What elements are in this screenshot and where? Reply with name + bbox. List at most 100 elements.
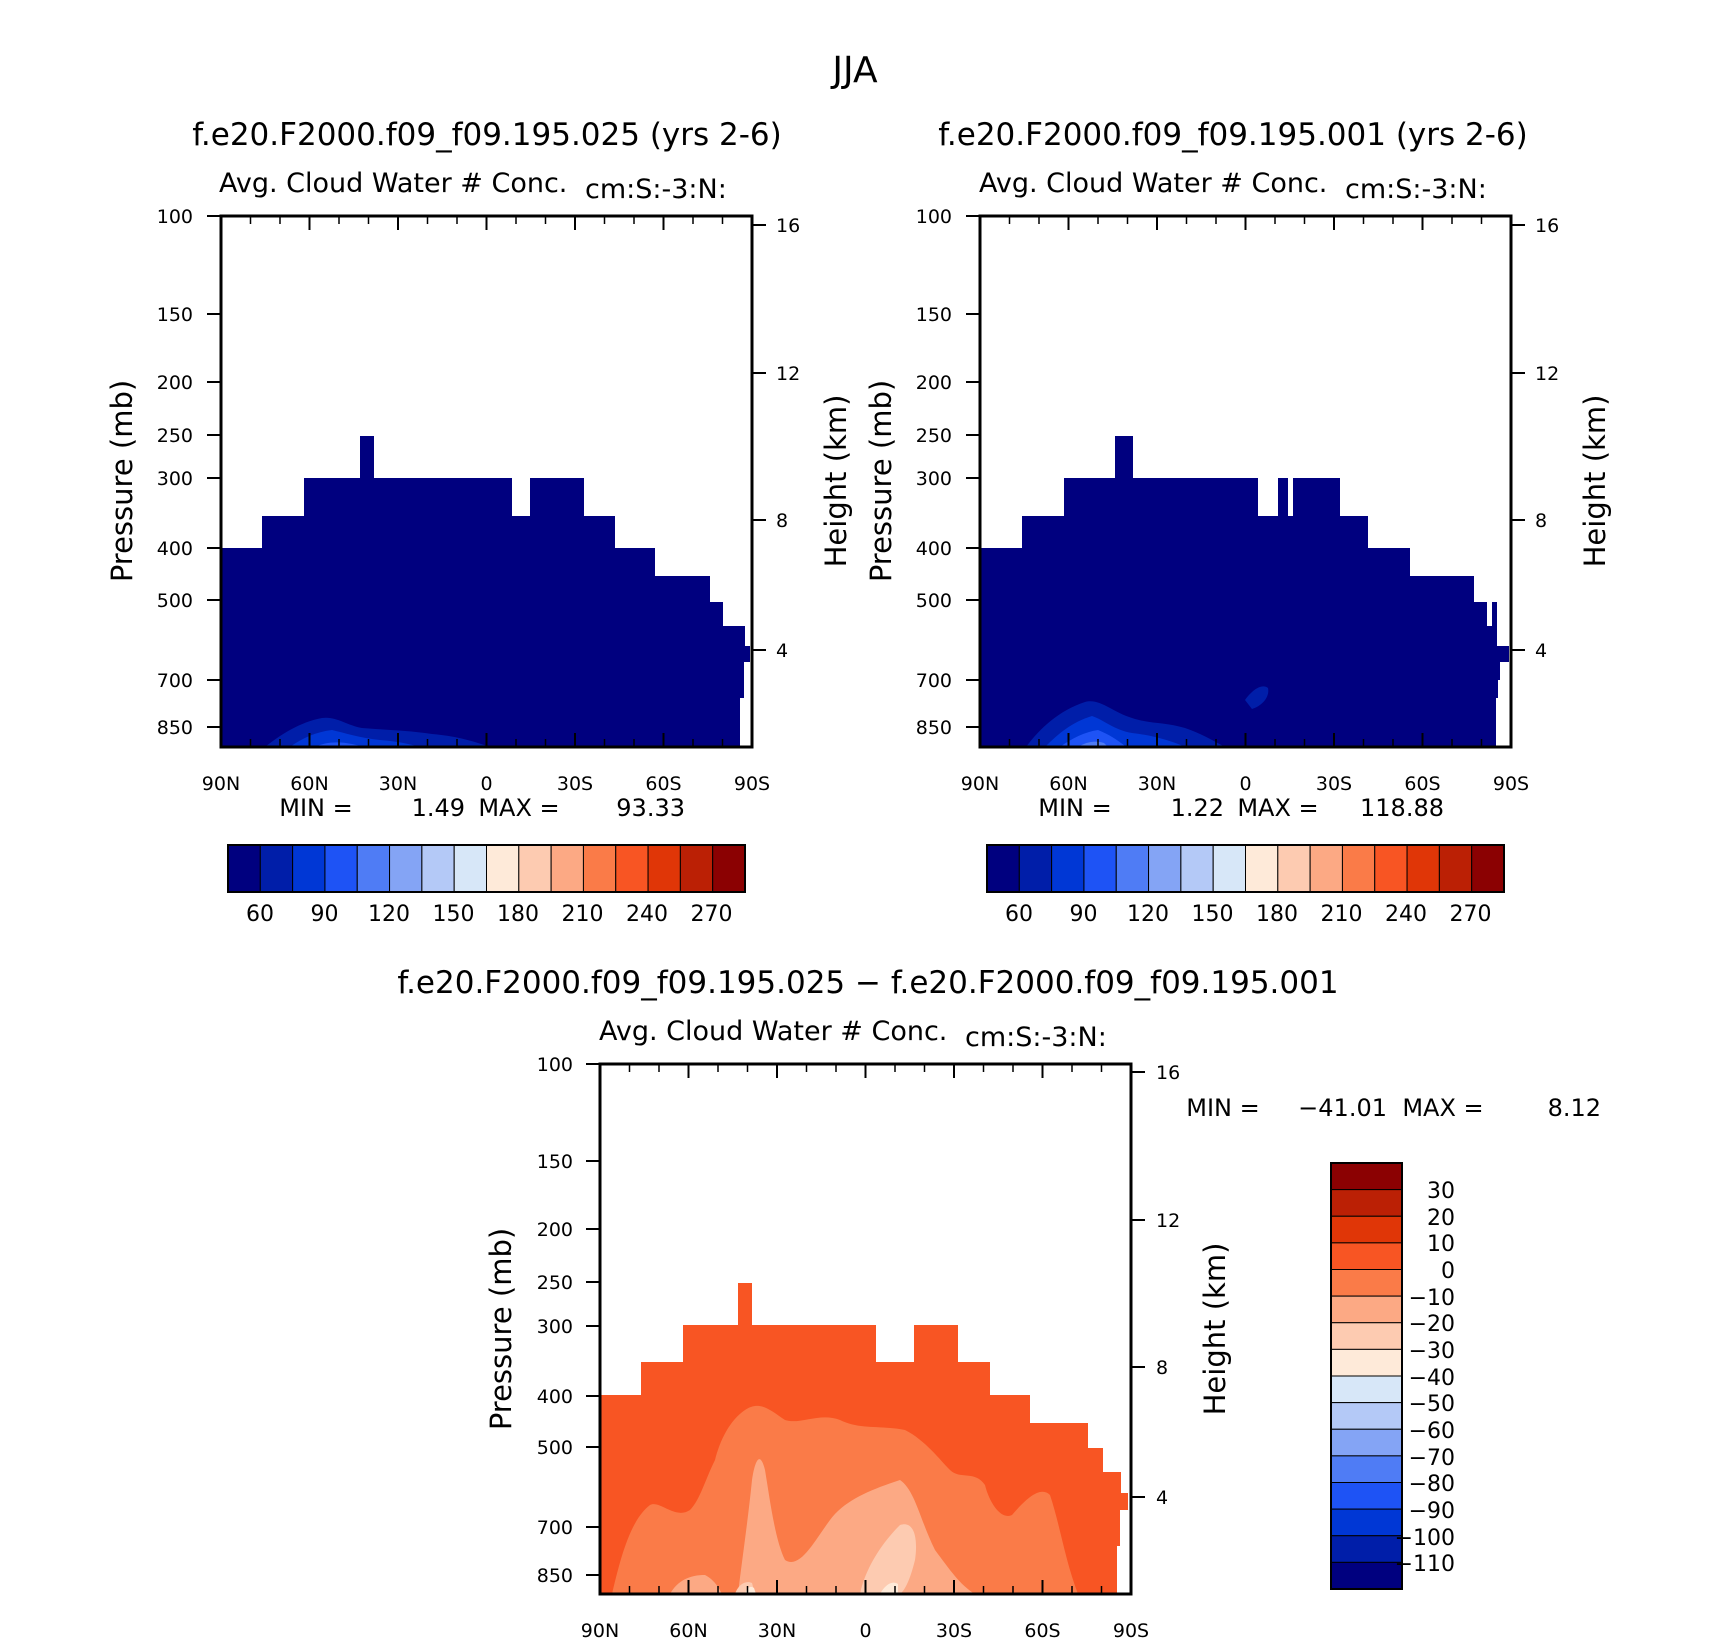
- panel-c-colorbar-label: −30: [1409, 1339, 1455, 1364]
- panel-a-units: cm:S:-3:N:: [585, 174, 727, 205]
- panel-a-field: [222, 436, 750, 747]
- panel-b-colorbar-label: 240: [1385, 902, 1427, 927]
- panel-b-colorbar-label: 90: [1070, 902, 1098, 927]
- panel-b-ytick-label: 300: [916, 468, 952, 490]
- panel-c-max-value: 8.12: [1548, 1094, 1601, 1122]
- panel-b-colorbar-swatch: [1438, 844, 1473, 893]
- panel-b-colorbar-swatch: [1245, 844, 1279, 893]
- panel-a-y2tick-label: 8: [776, 510, 788, 532]
- panel-a-max-value: 93.33: [616, 794, 685, 822]
- panel-c-y2tick-labels: 16 12 8 4: [1156, 1062, 1180, 1509]
- panel-a-colorbar-swatch: [518, 844, 552, 893]
- panel-a-colorbar-swatch: [679, 844, 714, 893]
- panel-a-colorbar-labels: 60 90 120 150 180 210 240 270: [246, 902, 733, 927]
- panel-a-ytick-label: 250: [157, 425, 193, 447]
- panel-b-title: f.e20.F2000.f09_f09.195.001 (yrs 2-6): [938, 117, 1528, 153]
- panel-c-ytick-label: 100: [537, 1054, 573, 1076]
- panel-c-colorbar-label: −60: [1409, 1419, 1455, 1444]
- panel-b-xtick-label: 30N: [1138, 773, 1176, 795]
- panel-a-colorbar-label: 210: [562, 902, 604, 927]
- panel-c-colorbar-labels: 30 20 10 0 −10 −20 −30 −40 −50 −60 −70 −…: [1395, 1179, 1455, 1577]
- panel-c-y2tick-label: 8: [1156, 1357, 1168, 1379]
- panel-c-ytick-labels: 100 150 200 250 300 400 500 700 850: [537, 1054, 573, 1587]
- panel-b-colorbar-swatch: [986, 844, 1020, 893]
- panel-a-colorbar-label: 240: [626, 902, 668, 927]
- panel-b-y2tick-label: 12: [1535, 363, 1559, 385]
- panel-b-ytick-label: 150: [916, 304, 952, 326]
- panel-c-colorbar-swatch: [1330, 1455, 1403, 1483]
- panel-a-ylabel-right: Height (km): [819, 395, 853, 568]
- panel-b-colorbar-swatch: [1051, 844, 1085, 893]
- panel-b-colorbar-swatch: [1277, 844, 1311, 893]
- panel-a-xtick-labels: 90N 60N 30N 0 30S 60S 90S: [202, 773, 770, 795]
- panel-a-y2tick-label: 12: [776, 363, 800, 385]
- panel-c-y2tick-label: 12: [1156, 1210, 1180, 1232]
- panel-b-ytick-labels: 100 150 200 250 300 400 500 700 850: [916, 206, 952, 739]
- panel-a-xtick-label: 60N: [290, 773, 328, 795]
- panel-b-ytick-label: 850: [916, 717, 952, 739]
- panel-c-xtick-labels: 90N 60N 30N 0 30S 60S 90S: [581, 1620, 1149, 1639]
- panel-b-colorbar-swatch: [1083, 844, 1117, 893]
- panel-b-y2tick-labels: 16 12 8 4: [1535, 215, 1559, 662]
- panel-c-colorbar-label: −70: [1409, 1446, 1455, 1471]
- panel-a-colorbar-label: 90: [311, 902, 339, 927]
- panel-c-ytick-label: 850: [537, 1565, 573, 1587]
- panel-a-colorbar-label: 180: [497, 902, 539, 927]
- panel-b-colorbar-swatch: [1018, 844, 1053, 893]
- panel-b-xtick-labels: 90N 60N 30N 0 30S 60S 90S: [961, 773, 1529, 795]
- panel-c-colorbar-swatch: [1330, 1322, 1403, 1350]
- panel-a-ytick-label: 200: [157, 372, 193, 394]
- panel-c-colorbar-swatch: [1330, 1375, 1403, 1404]
- panel-c-colorbar-label: −40: [1409, 1366, 1455, 1391]
- panel-b-xtick-label: 30S: [1316, 773, 1352, 795]
- panel-b-colorbar-swatch: [1374, 844, 1408, 893]
- panel-b-colorbar-swatch: [1180, 844, 1214, 893]
- panel-a-colorbar-swatch: [582, 844, 617, 893]
- panel-c-xtick-label: 90S: [1113, 1620, 1149, 1639]
- panel-a: f.e20.F2000.f09_f09.195.025 (yrs 2-6) Av…: [105, 117, 853, 927]
- panel-a-axes: [207, 214, 766, 749]
- panel-a-ytick-label: 700: [157, 670, 193, 692]
- panel-a-colorbar-label: 150: [433, 902, 475, 927]
- panel-a-colorbar-swatch: [453, 844, 487, 893]
- panel-c-colorbar-label: −20: [1409, 1312, 1455, 1337]
- panel-a-variable: Avg. Cloud Water # Conc.: [219, 168, 567, 199]
- panel-b-colorbar-swatch: [1471, 844, 1505, 893]
- panel-b-y2tick-label: 8: [1535, 510, 1547, 532]
- panel-c-colorbar-frame: [1330, 1162, 1403, 1590]
- panel-c-variable: Avg. Cloud Water # Conc.: [599, 1016, 947, 1047]
- panel-c-colorbar-swatch: [1330, 1189, 1403, 1217]
- panel-a-min-label: MIN =: [279, 794, 352, 822]
- panel-c-ytick-label: 250: [537, 1272, 573, 1294]
- panel-a-colorbar-swatch: [486, 844, 520, 893]
- panel-c-xtick-label: 30S: [936, 1620, 972, 1639]
- panel-b-colorbar-label: 270: [1450, 902, 1492, 927]
- panel-c-colorbar-label: −80: [1409, 1472, 1455, 1497]
- panel-a-colorbar-swatch: [389, 844, 423, 893]
- panel-b-ytick-label: 200: [916, 372, 952, 394]
- panel-b-colorbar-swatch: [1406, 844, 1440, 893]
- panel-b-colorbar-label: 150: [1192, 902, 1234, 927]
- panel-a-xtick-label: 90N: [202, 773, 240, 795]
- panel-a-xtick-label: 60S: [645, 773, 681, 795]
- panel-b-axes: [966, 214, 1525, 749]
- panel-c-min-value: −41.01: [1298, 1094, 1387, 1122]
- panel-b-colorbar-labels: 60 90 120 150 180 210 240 270: [1005, 902, 1492, 927]
- panel-c-colorbar-label: −110: [1395, 1552, 1455, 1577]
- panel-c-xtick-label: 60S: [1024, 1620, 1060, 1639]
- panel-c-colorbar-label: −10: [1409, 1286, 1455, 1311]
- panel-a-ytick-labels: 100 150 200 250 300 400 500 700 850: [157, 206, 193, 739]
- panel-a-max-label: MAX =: [478, 794, 559, 822]
- panel-c-colorbar-swatch: [1330, 1348, 1403, 1377]
- panel-b-max-label: MAX =: [1237, 794, 1318, 822]
- panel-c-ytick-label: 150: [537, 1151, 573, 1173]
- panel-c-colorbar-swatch: [1330, 1242, 1403, 1270]
- panel-a-colorbar-label: 120: [368, 902, 410, 927]
- panel-b-ylabel: Pressure (mb): [864, 380, 898, 582]
- panel-c-xtick-label: 60N: [669, 1620, 707, 1639]
- panel-a-colorbar-swatch: [421, 844, 455, 893]
- panel-a-colorbar-frame: [227, 844, 746, 893]
- panel-a-colorbar: [227, 844, 746, 893]
- panel-b-units: cm:S:-3:N:: [1345, 174, 1487, 205]
- panel-b-ytick-label: 100: [916, 206, 952, 228]
